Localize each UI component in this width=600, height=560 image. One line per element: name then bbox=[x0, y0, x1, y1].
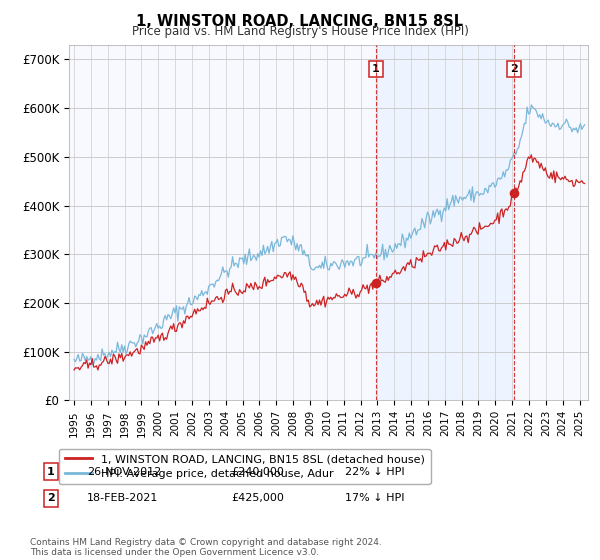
Text: £425,000: £425,000 bbox=[231, 493, 284, 503]
Text: 2: 2 bbox=[511, 64, 518, 74]
Text: Price paid vs. HM Land Registry's House Price Index (HPI): Price paid vs. HM Land Registry's House … bbox=[131, 25, 469, 38]
Text: 17% ↓ HPI: 17% ↓ HPI bbox=[345, 493, 404, 503]
Text: 22% ↓ HPI: 22% ↓ HPI bbox=[345, 466, 404, 477]
Text: 18-FEB-2021: 18-FEB-2021 bbox=[87, 493, 158, 503]
Text: 1, WINSTON ROAD, LANCING, BN15 8SL: 1, WINSTON ROAD, LANCING, BN15 8SL bbox=[136, 14, 464, 29]
Bar bbox=[376, 45, 514, 400]
Text: 2: 2 bbox=[47, 493, 55, 503]
Text: 26-NOV-2012: 26-NOV-2012 bbox=[87, 466, 161, 477]
Text: 1: 1 bbox=[372, 64, 380, 74]
Point bbox=[371, 279, 380, 288]
Point bbox=[509, 189, 519, 198]
Text: 1: 1 bbox=[47, 466, 55, 477]
Legend: 1, WINSTON ROAD, LANCING, BN15 8SL (detached house), HPI: Average price, detache: 1, WINSTON ROAD, LANCING, BN15 8SL (deta… bbox=[59, 449, 431, 484]
Text: £240,000: £240,000 bbox=[231, 466, 284, 477]
Text: Contains HM Land Registry data © Crown copyright and database right 2024.
This d: Contains HM Land Registry data © Crown c… bbox=[30, 538, 382, 557]
